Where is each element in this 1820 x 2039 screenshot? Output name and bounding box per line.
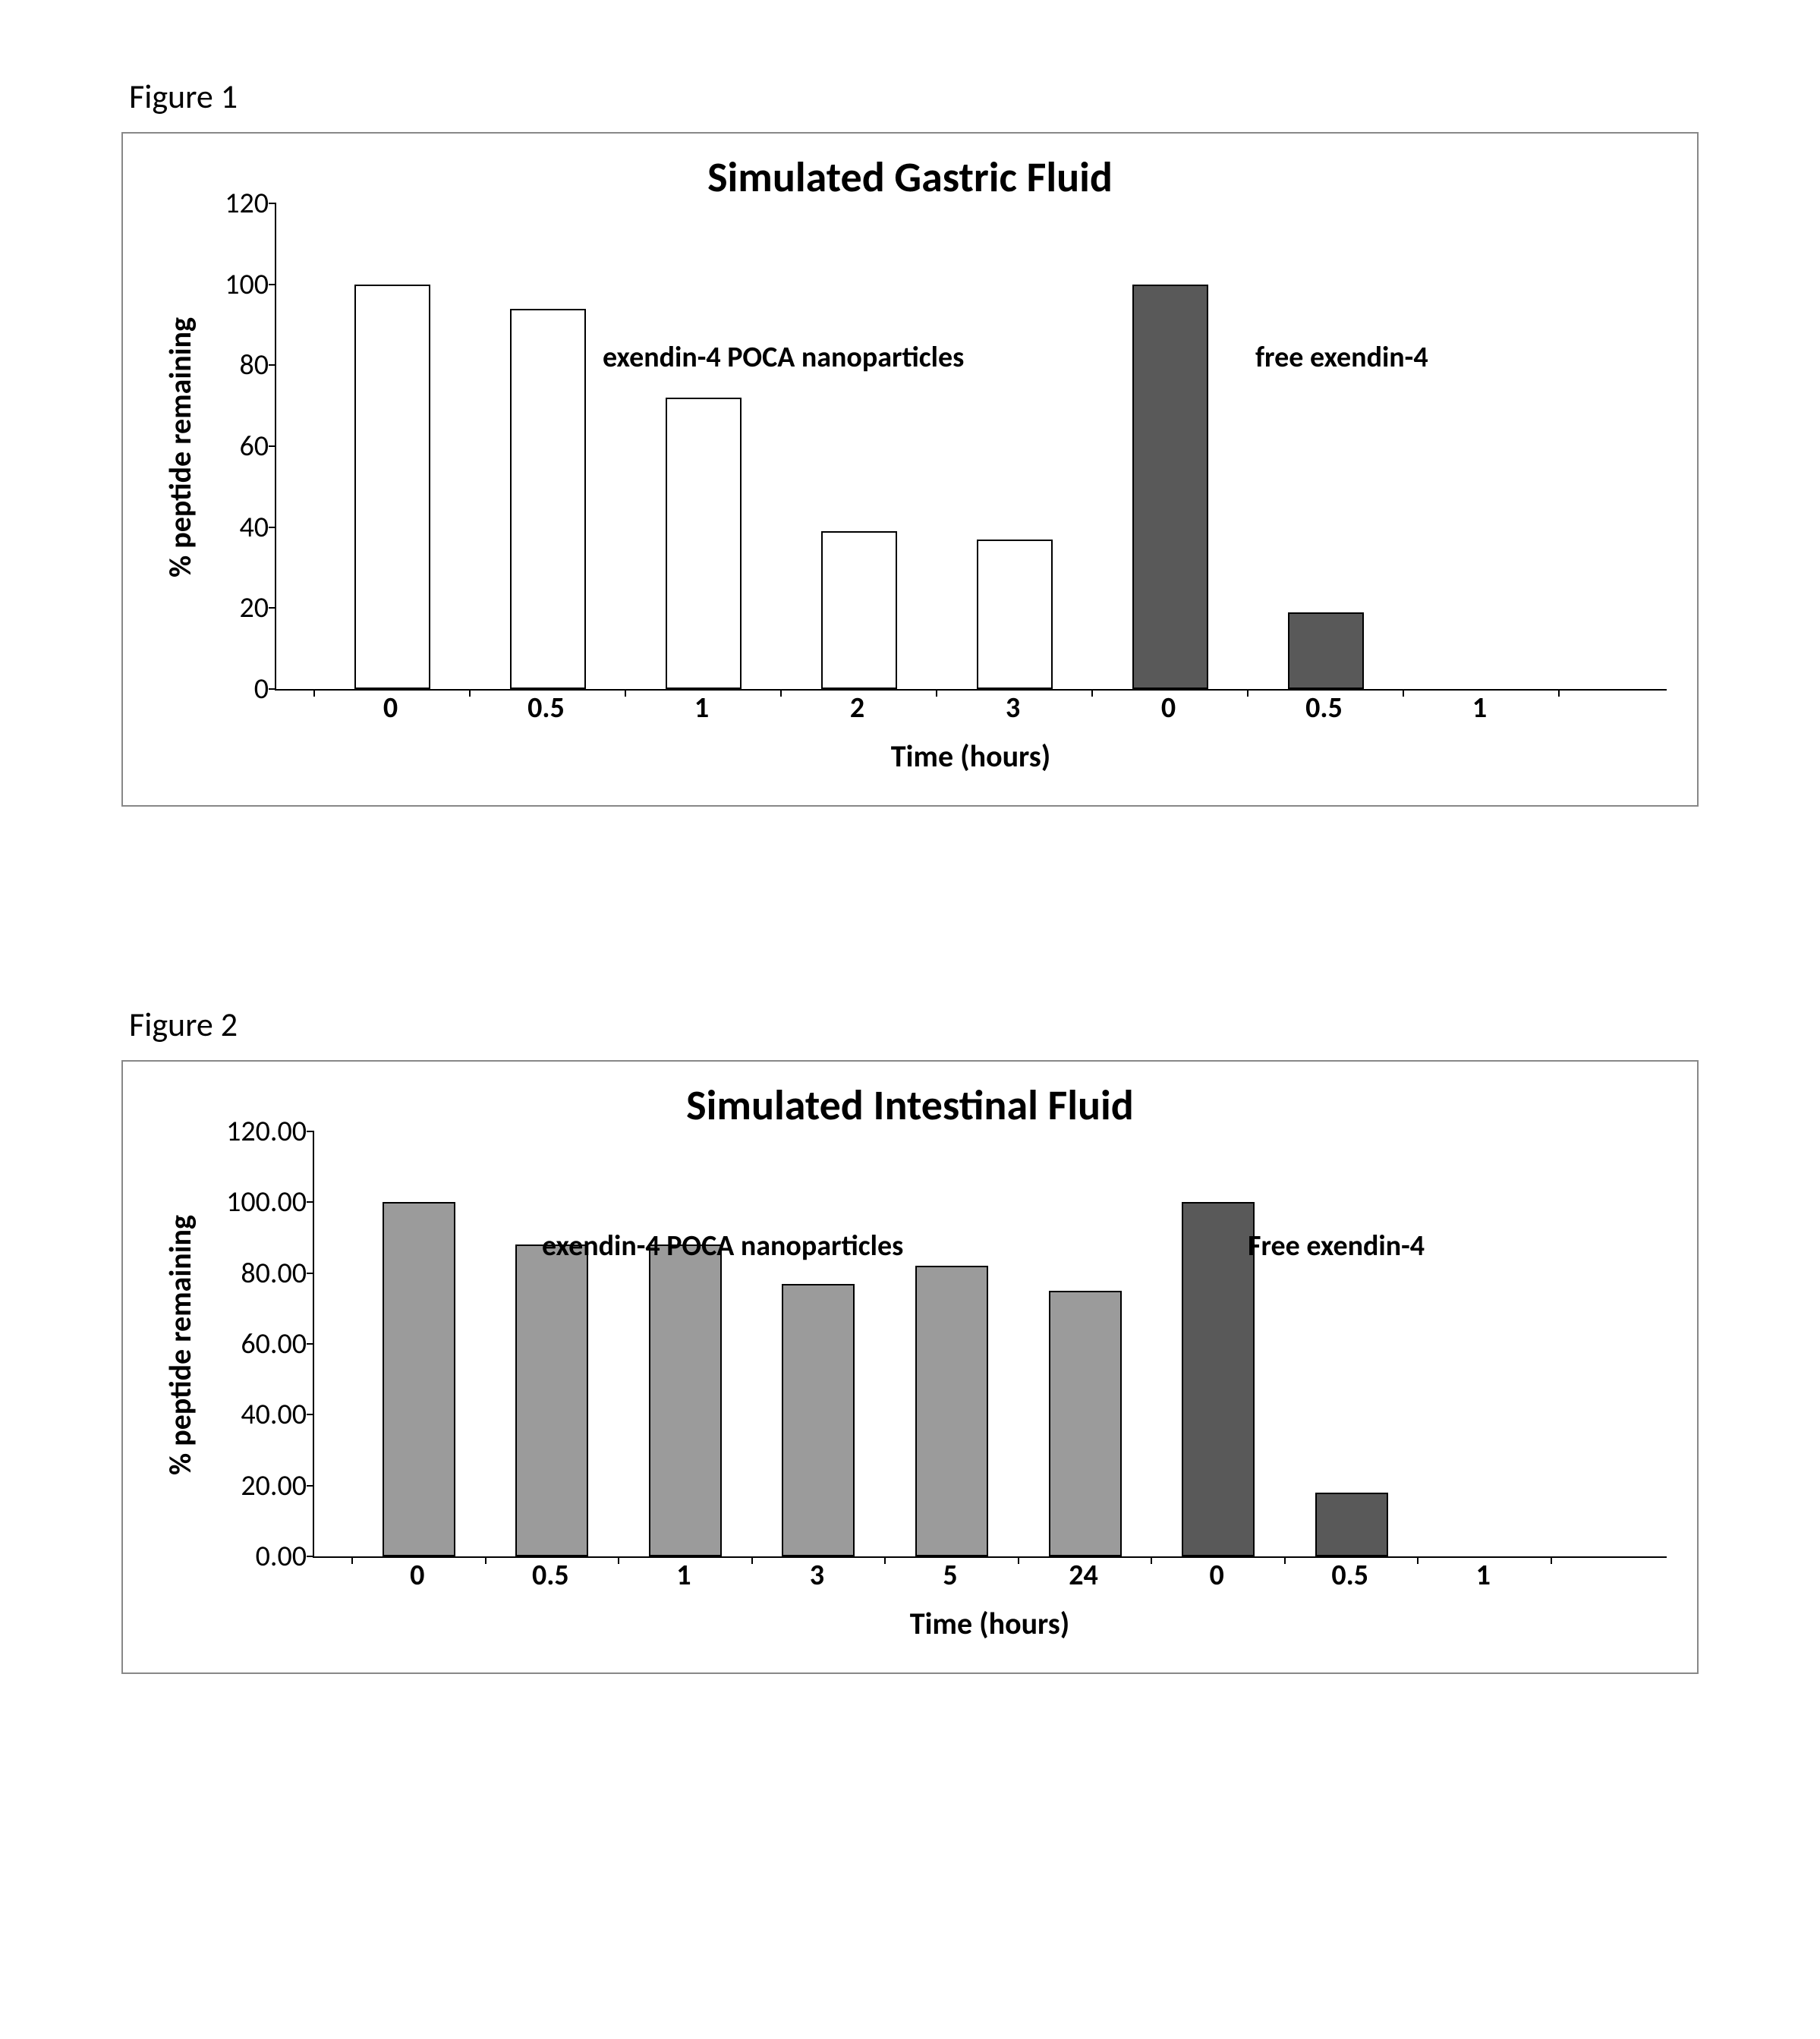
series-label: exendin-4 POCA nanoparticles <box>603 340 964 375</box>
ytick-label: 60.00 <box>241 1329 307 1358</box>
ytick-mark <box>307 1201 314 1203</box>
figure1-chart-title: Simulated Gastric Fluid <box>153 152 1667 203</box>
ytick-label: 20 <box>239 593 269 622</box>
figure1-plot-row: % peptide remaining 020406080100120 exen… <box>153 203 1667 691</box>
bar <box>510 309 586 689</box>
xtick-label: 0.5 <box>532 1558 569 1593</box>
ytick-label: 80 <box>239 351 269 379</box>
figure2-ylabel: % peptide remaining <box>162 1215 199 1475</box>
ytick-label: 80.00 <box>241 1259 307 1288</box>
figure1-ylabel-cell: % peptide remaining <box>153 203 206 691</box>
page: Figure 1 Simulated Gastric Fluid % pepti… <box>0 0 1820 2039</box>
figure2-xlabel: Time (hours) <box>313 1605 1667 1642</box>
ytick-label: 0 <box>254 675 269 703</box>
figure1-ylabel: % peptide remaining <box>162 317 199 577</box>
ytick-label: 40 <box>239 513 269 542</box>
bar <box>649 1244 722 1556</box>
figure1-xlabel-row: Time (hours) <box>153 732 1667 775</box>
bar <box>666 398 742 689</box>
ytick-mark <box>307 1414 314 1415</box>
xtick-label: 1 <box>694 691 709 725</box>
ytick-mark <box>269 688 276 690</box>
figure1-yticks-cell: 020406080100120 <box>206 203 275 689</box>
ytick-mark <box>307 1343 314 1345</box>
figure2-plot-row: % peptide remaining 0.0020.0040.0060.008… <box>153 1131 1667 1558</box>
ytick-label: 40.00 <box>241 1400 307 1429</box>
figure2-caption: Figure 2 <box>129 1004 1699 1045</box>
bar <box>515 1244 588 1556</box>
ytick-label: 60 <box>239 432 269 461</box>
figure2-xlabel-row: Time (hours) <box>153 1599 1667 1642</box>
xtick-label: 3 <box>810 1558 824 1593</box>
ytick-mark <box>307 1556 314 1557</box>
xtick-label: 1 <box>1476 1558 1491 1593</box>
ytick-mark <box>269 284 276 285</box>
ytick-mark <box>307 1273 314 1274</box>
bar <box>915 1266 988 1556</box>
bar <box>977 540 1053 689</box>
series-label: exendin-4 POCA nanoparticles <box>542 1229 903 1263</box>
xtick-label: 5 <box>943 1558 957 1593</box>
bar <box>821 531 897 689</box>
figure1-plot-area: exendin-4 POCA nanoparticles free exendin… <box>275 203 1667 691</box>
figure2-yticks-cell: 0.0020.0040.0060.0080.00100.00120.00 <box>206 1131 313 1556</box>
xtick-label: 1 <box>676 1558 691 1593</box>
figure2-ylabel-cell: % peptide remaining <box>153 1131 206 1558</box>
xtick-label: 24 <box>1069 1558 1098 1593</box>
ytick-label: 120.00 <box>226 1117 307 1146</box>
figure1-xlabel: Time (hours) <box>275 738 1667 775</box>
figure1-caption: Figure 1 <box>129 76 1699 117</box>
ytick-mark <box>307 1485 314 1487</box>
bar <box>1182 1202 1255 1556</box>
ytick-label: 20.00 <box>241 1471 307 1500</box>
ytick-label: 100 <box>225 270 269 299</box>
vertical-spacer <box>121 807 1699 974</box>
xtick-label: 0 <box>1161 691 1176 725</box>
ytick-mark <box>269 607 276 609</box>
xtick-label: 0.5 <box>1305 691 1343 725</box>
xtick-label: 1 <box>1472 691 1487 725</box>
xtick-label: 0 <box>410 1558 424 1593</box>
spacer <box>153 1599 313 1642</box>
ytick-mark <box>269 203 276 204</box>
bar <box>1315 1493 1388 1556</box>
figure1-xaxis-row: 0 0.5 1 2 3 0 0.5 1 <box>153 691 1667 732</box>
ytick-mark <box>307 1131 314 1132</box>
figure1-chart-frame: Simulated Gastric Fluid % peptide remain… <box>121 132 1699 807</box>
xtick-label: 0.5 <box>1331 1558 1368 1593</box>
series-label: free exendin-4 <box>1255 340 1428 375</box>
bar <box>1288 612 1364 689</box>
ytick-label: 0.00 <box>256 1542 307 1571</box>
xtick-label: 0 <box>383 691 398 725</box>
ytick-label: 120 <box>225 189 269 218</box>
figure2-xtick-labels: 0 0.5 1 3 5 24 0 0.5 1 <box>313 1558 1667 1599</box>
series-label: Free exendin-4 <box>1248 1229 1425 1263</box>
figure2-xaxis-row: 0 0.5 1 3 5 24 0 0.5 1 <box>153 1558 1667 1599</box>
bar <box>383 1202 455 1556</box>
figure2-plot-area: exendin-4 POCA nanoparticles Free exendin… <box>313 1131 1667 1558</box>
xtick-label: 2 <box>850 691 864 725</box>
bar <box>354 285 430 689</box>
figure2-chart-title: Simulated Intestinal Fluid <box>153 1080 1667 1131</box>
ytick-mark <box>269 527 276 528</box>
figure1-xtick-labels: 0 0.5 1 2 3 0 0.5 1 <box>275 691 1667 732</box>
figure2-chart-frame: Simulated Intestinal Fluid % peptide rem… <box>121 1060 1699 1674</box>
spacer <box>153 732 275 775</box>
bar <box>1132 285 1208 689</box>
xtick-label: 0 <box>1209 1558 1223 1593</box>
bar <box>782 1284 855 1556</box>
xtick-label: 0.5 <box>527 691 565 725</box>
ytick-mark <box>269 364 276 366</box>
xtick-label: 3 <box>1006 691 1020 725</box>
ytick-label: 100.00 <box>226 1188 307 1216</box>
ytick-mark <box>269 445 276 447</box>
bar <box>1049 1291 1122 1556</box>
